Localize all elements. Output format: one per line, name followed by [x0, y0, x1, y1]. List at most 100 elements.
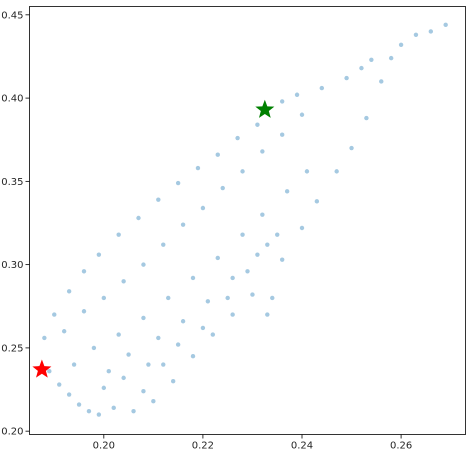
scatter-point	[126, 352, 131, 357]
scatter-point	[428, 29, 434, 34]
plot-area-frame	[29, 6, 466, 435]
scatter-point	[220, 185, 225, 191]
scatter-point	[314, 199, 320, 204]
x-tick-label: 0.26	[390, 441, 412, 452]
scatter-point	[299, 112, 305, 117]
scatter-point	[52, 312, 57, 317]
scatter-point	[200, 325, 206, 331]
scatter-point	[210, 332, 216, 337]
scatter-point	[131, 408, 136, 414]
scatter-point	[66, 392, 72, 397]
scatter-point	[379, 79, 384, 84]
axes-layer: 0.20 0.22 0.24 0.26 0.20 0.25 0.30 0.35 0.40 0.45	[1, 10, 412, 451]
scatter-point	[66, 289, 72, 294]
scatter-point	[200, 205, 206, 211]
scatter-point	[116, 232, 121, 237]
scatter-point	[47, 369, 52, 374]
y-tick-label: 0.30	[1, 260, 23, 271]
scatter-point	[106, 369, 111, 374]
scatter-point	[170, 379, 176, 384]
scatter-point	[443, 22, 448, 28]
scatter-point	[116, 332, 121, 337]
scatter-point	[364, 115, 369, 121]
scatter-point	[76, 402, 82, 407]
scatter-point	[299, 225, 305, 231]
x-tick-label: 0.24	[291, 441, 313, 452]
scatter-point	[101, 295, 107, 301]
scatter-point	[279, 99, 285, 104]
scatter-point	[205, 299, 211, 304]
scatter-point	[240, 232, 245, 237]
scatter-point	[230, 312, 235, 317]
scatter-point	[96, 252, 102, 257]
scatter-point	[304, 169, 310, 174]
scatter-point	[71, 362, 77, 367]
scatter-point	[190, 275, 196, 281]
scatter-point	[388, 55, 394, 61]
scatter-point	[279, 257, 285, 262]
scatter-point	[284, 189, 290, 194]
scatter-point	[61, 329, 67, 334]
scatter-point	[349, 145, 354, 151]
points-layer	[37, 22, 448, 417]
scatter-point	[255, 252, 260, 257]
scatter-point	[235, 135, 240, 141]
scatter-point	[161, 362, 166, 367]
scatter-point	[195, 165, 201, 171]
scatter-point	[101, 385, 107, 391]
scatter-point	[91, 345, 97, 351]
scatter-point	[151, 398, 156, 404]
scatter-point	[190, 354, 196, 359]
scatter-point	[161, 242, 166, 247]
scatter-point	[42, 335, 47, 341]
scatter-point	[359, 65, 364, 71]
scatter-point	[334, 169, 339, 174]
scatter-point	[270, 295, 275, 301]
scatter-point	[96, 412, 102, 417]
green-star-marker	[255, 99, 275, 118]
scatter-point	[398, 42, 404, 47]
y-tick-label: 0.25	[1, 343, 23, 354]
scatter-point	[81, 269, 87, 274]
scatter-point	[86, 408, 92, 414]
scatter-point	[275, 232, 280, 237]
scatter-point	[141, 315, 146, 321]
scatter-point	[57, 382, 62, 387]
scatter-point	[141, 389, 146, 394]
scatter-point	[344, 75, 349, 81]
scatter-point	[245, 269, 250, 274]
scatter-point	[111, 405, 116, 411]
scatter-point	[81, 309, 87, 314]
scatter-point	[136, 215, 141, 221]
scatter-point	[230, 275, 235, 281]
scatter-point	[175, 342, 181, 347]
y-tick-label: 0.20	[1, 427, 23, 438]
scatter-point	[180, 222, 186, 227]
scatter-point	[250, 292, 255, 297]
scatter-point	[146, 362, 151, 367]
scatter-point	[265, 242, 270, 247]
scatter-point	[294, 92, 300, 97]
scatter-point	[260, 212, 265, 217]
scatter-point	[156, 197, 161, 202]
x-tick-label: 0.20	[93, 441, 115, 452]
x-tick-label: 0.22	[192, 441, 214, 452]
y-tick-label: 0.45	[1, 10, 23, 21]
scatter-point	[121, 279, 126, 284]
scatter-point	[240, 169, 245, 174]
scatter-point	[369, 57, 374, 62]
scatter-point	[319, 85, 325, 91]
scatter-point	[265, 312, 270, 317]
scatter-point	[225, 295, 230, 301]
scatter-point	[215, 152, 220, 157]
scatter-point	[255, 122, 260, 127]
y-tick-label: 0.35	[1, 177, 23, 188]
scatter-point	[175, 180, 181, 186]
scatter-point	[215, 255, 220, 261]
highlight-markers-layer	[32, 99, 275, 378]
scatter-point	[121, 375, 126, 381]
scatter-point	[166, 295, 171, 301]
scatter-point	[279, 132, 285, 137]
y-tick-label: 0.40	[1, 94, 23, 105]
